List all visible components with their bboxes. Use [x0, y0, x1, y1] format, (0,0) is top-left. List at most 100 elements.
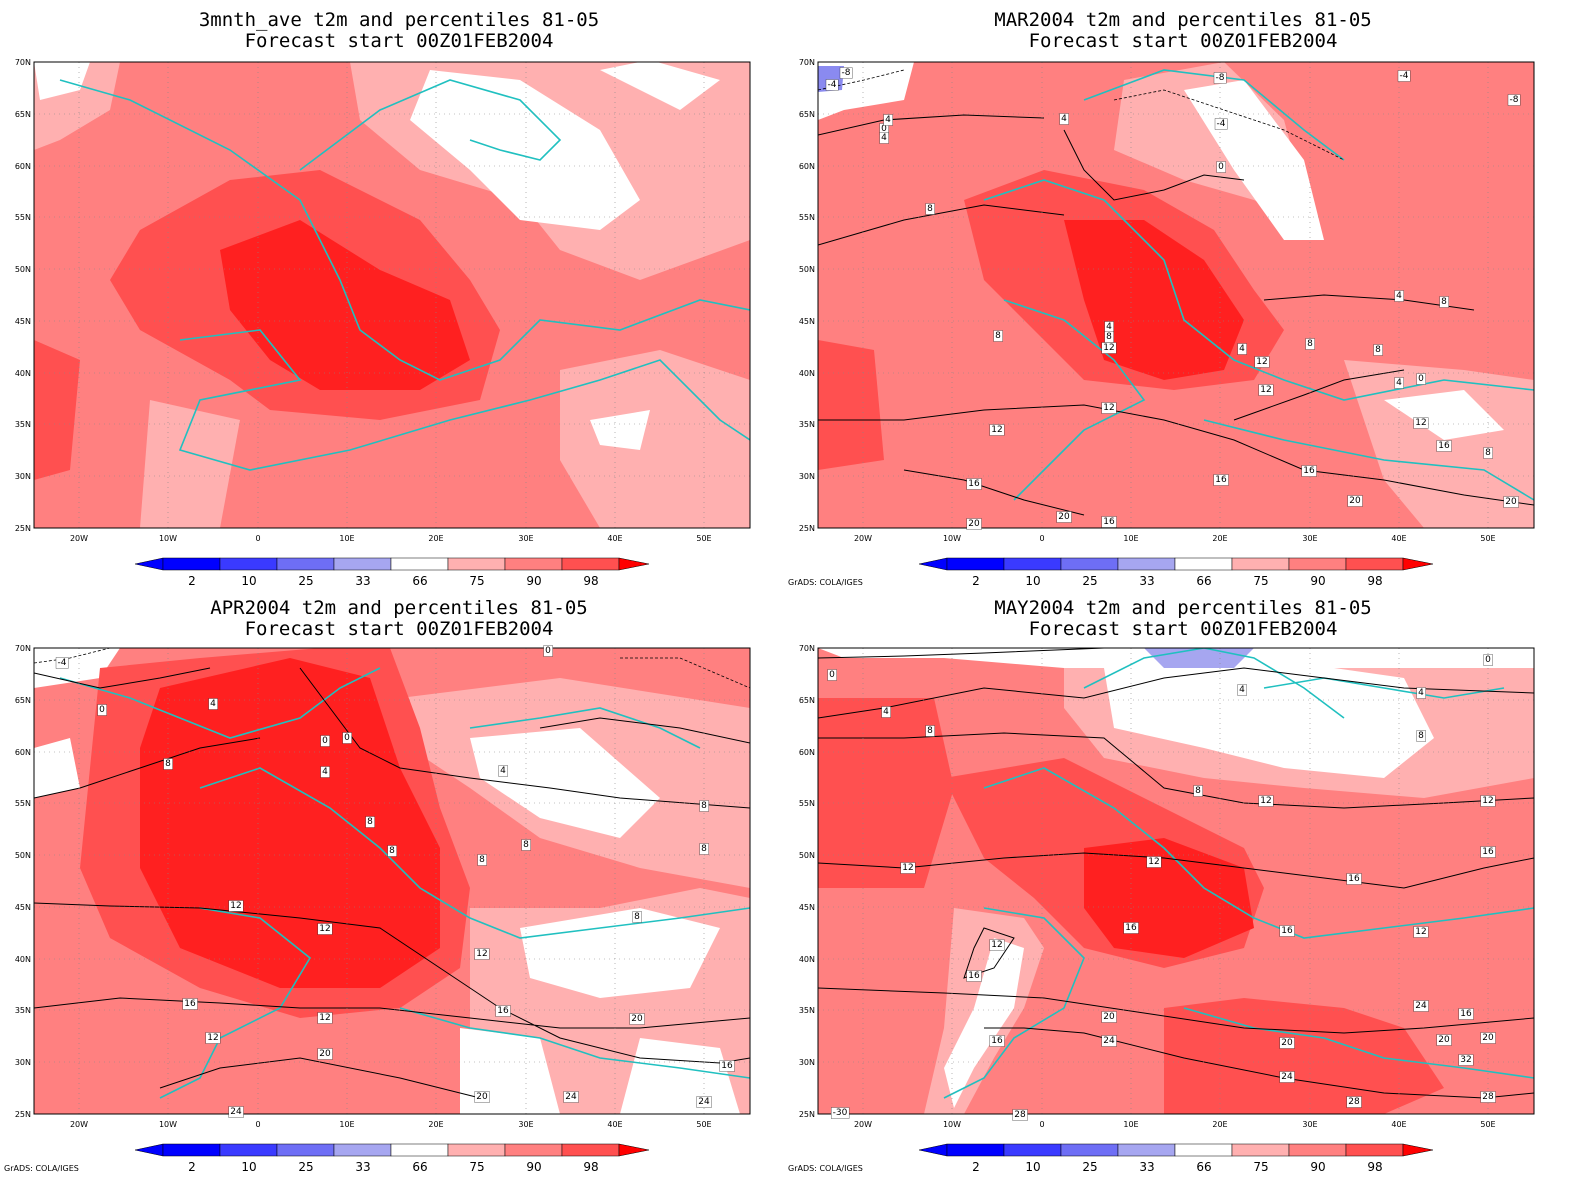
field-66-arabia [620, 1038, 740, 1114]
colorbar-box [1174, 1143, 1233, 1157]
colorbar-box [276, 557, 335, 571]
contour-label: 8 [1195, 786, 1201, 796]
lon-label: 30E [518, 1120, 533, 1129]
colorbar-label: 75 [469, 574, 484, 588]
colorbar-box [1003, 1143, 1062, 1157]
contour-label-box [632, 911, 642, 923]
contour-label-box [1101, 1035, 1117, 1047]
contour-label: 16 [497, 1006, 509, 1016]
lat-label: 70N [15, 644, 31, 653]
contour-label-box [563, 1091, 579, 1103]
lon-label: 40E [607, 534, 622, 543]
colorbar-box [1003, 557, 1062, 571]
contour-label: 0 [829, 670, 835, 680]
contour-label: 8 [367, 817, 373, 827]
colorbar-label: 66 [412, 574, 427, 588]
lat-label: 25N [15, 524, 31, 533]
lon-label: 50E [696, 1120, 711, 1129]
colorbar-label: 98 [1367, 1160, 1382, 1174]
contour-label: 16 [1281, 926, 1293, 936]
contour-label: 0 [545, 646, 551, 656]
colorbar-label: 25 [1082, 1160, 1097, 1174]
contour-label-box [317, 923, 333, 935]
contour-label: 20 [631, 1014, 643, 1024]
contour-label-box [477, 854, 487, 866]
contour-label-box [719, 1060, 735, 1072]
contour-label: 16 [968, 971, 980, 981]
lon-label: 20E [1212, 534, 1227, 543]
lon-label: 40E [1391, 534, 1406, 543]
contour-label-box [993, 330, 1003, 342]
lon-label: 30E [1302, 1120, 1317, 1129]
contour-label: -4 [828, 80, 837, 90]
contour-label: 16 [991, 1036, 1003, 1046]
contour-label-box [1458, 1008, 1474, 1020]
contour-label-box [55, 657, 69, 669]
contour-label: 24 [1103, 1036, 1115, 1046]
contour-label-box [495, 1005, 511, 1017]
lat-label: 45N [799, 903, 815, 912]
colorbar-arrow-left [918, 557, 948, 571]
lon-label: 20E [428, 1120, 443, 1129]
contour-label: 16 [1303, 466, 1315, 476]
contour-label: 4 [1396, 378, 1402, 388]
contour-label-box [543, 645, 553, 657]
contour-label: 0 [1485, 655, 1491, 665]
contour-label: 8 [1375, 345, 1381, 355]
map-frame [817, 647, 1535, 1115]
contour-label-box [1413, 926, 1429, 938]
contour-label: 4 [1239, 685, 1245, 695]
colorbar-label: 66 [1196, 1160, 1211, 1174]
contour-label-box [1394, 377, 1404, 389]
field-66-russia [470, 728, 660, 838]
contour-label-box [1436, 440, 1452, 452]
contour-label-box [1258, 795, 1274, 807]
colorbar-label: 2 [972, 574, 980, 588]
lat-label: 65N [799, 696, 815, 705]
contour-label-box [1507, 94, 1521, 106]
colorbar-label: 75 [1253, 574, 1268, 588]
lat-label: 55N [15, 213, 31, 222]
lat-label: 50N [799, 851, 815, 860]
contour-label-box [1436, 1034, 1452, 1046]
contour-label-box [989, 1035, 1005, 1047]
contour-label: -4 [1217, 119, 1226, 129]
contour-label: 4 [1239, 344, 1245, 354]
contour-label: 12 [476, 949, 487, 959]
lat-label: 65N [799, 110, 815, 119]
contour-label-box [1237, 684, 1247, 696]
contour-label: 16 [968, 479, 980, 489]
contour-label: -8 [842, 68, 851, 78]
lon-label: 40E [1391, 1120, 1406, 1129]
contour-label-box [925, 203, 935, 215]
map-svg: -4 0 0 0 0 4 4 4 8 8 8 8 8 8 8 8 12 12 1… [15, 644, 751, 1174]
contour-label: 8 [1485, 448, 1491, 458]
panel-title-line2: Forecast start 00Z01FEB2004 [244, 618, 554, 640]
contour-label: 12 [1415, 418, 1426, 428]
contour-label-box [883, 114, 893, 126]
contour-lines-negative [34, 648, 750, 689]
lon-label: 10E [1123, 1120, 1138, 1129]
colorbar-label: 66 [1196, 574, 1211, 588]
colorbar-box [390, 557, 449, 571]
contour-label-box [1394, 290, 1404, 302]
contour-label-box [182, 998, 198, 1010]
contour-label: 28 [1014, 1110, 1026, 1120]
contour-label-box [696, 1096, 712, 1108]
contour-label: 8 [927, 204, 933, 214]
lon-label: 30E [518, 534, 533, 543]
colorbar-label: 25 [1082, 574, 1097, 588]
map-panel-1: 3mnth_ave t2m and percentiles 81-05 Fore… [0, 0, 798, 598]
contour-label: 4 [322, 767, 328, 777]
coastlines [983, 69, 1534, 501]
colorbar-arrow-right [618, 1143, 650, 1157]
lat-label: 25N [799, 524, 815, 533]
contour-lines [34, 667, 750, 1099]
contour-label-box [1254, 356, 1270, 368]
contour-label-box [365, 816, 375, 828]
grads-credit: GrADS: COLA/IGES [788, 1164, 863, 1173]
contour-label: 16 [1103, 517, 1115, 527]
contour-label: 12 [991, 940, 1002, 950]
field-66-scand [1104, 658, 1434, 778]
contour-label: 8 [701, 844, 707, 854]
